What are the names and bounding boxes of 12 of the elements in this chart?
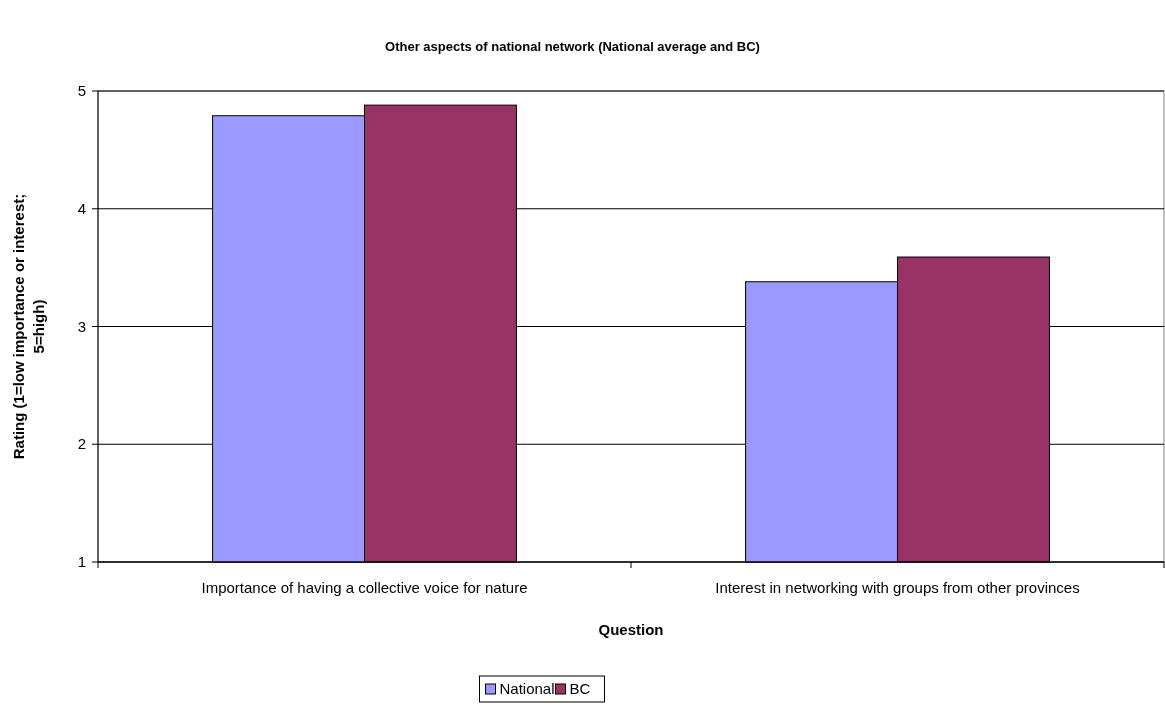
y-tick-label: 2 xyxy=(77,435,86,453)
legend-label: National xyxy=(499,680,555,697)
chart-title: Other aspects of national network (National average and BC) xyxy=(385,39,760,54)
y-tick-label: 5 xyxy=(77,82,86,99)
y-tick-label: 3 xyxy=(77,317,86,335)
x-tick-label: Importance of having a collective voice for nature xyxy=(201,579,528,596)
y-axis-title: Rating (1=low importance or interest; 5=high) xyxy=(10,193,47,460)
legend-label: BC xyxy=(569,680,591,697)
x-tick-label: Interest in networking with groups from other provinces xyxy=(715,579,1080,596)
x-axis-title: Question xyxy=(598,621,664,638)
y-tick-label: 1 xyxy=(77,553,86,570)
y-tick-label: 4 xyxy=(77,199,86,217)
